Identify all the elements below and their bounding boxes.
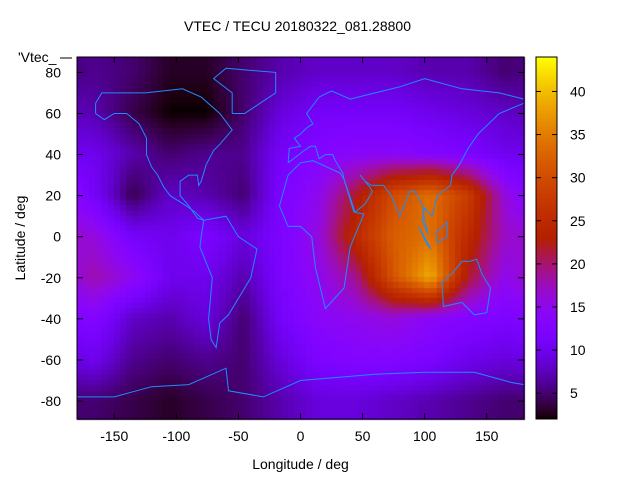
colorbar-tick-label: 5 (570, 385, 578, 401)
colorbar-tick-label: 15 (570, 299, 586, 315)
coastline (212, 67, 277, 114)
x-tick-label: 150 (475, 428, 499, 444)
x-tick-label: 0 (297, 428, 305, 444)
colorbar-tick-label: 20 (570, 256, 586, 272)
y-tick-label: 40 (45, 147, 61, 163)
y-tick-label: 60 (45, 105, 61, 121)
coastline (435, 221, 448, 244)
coastline (287, 78, 525, 163)
coastlines (77, 67, 525, 398)
y-tick-label: -20 (41, 270, 61, 286)
x-axis-label: Longitude / deg (252, 456, 349, 472)
y-tick-label: -60 (41, 352, 61, 368)
coastline (418, 226, 432, 250)
y-tick-label: 0 (53, 229, 61, 245)
coastline (95, 88, 233, 221)
colorbar-tick-label: 35 (570, 127, 586, 143)
colorbar-tick-label: 25 (570, 213, 586, 229)
colorbar-tick-label: 40 (570, 83, 586, 99)
y-tick-label: -80 (41, 393, 61, 409)
x-tick-label: -50 (228, 428, 248, 444)
y-tick-label: -40 (41, 311, 61, 327)
colorbar-frame (535, 56, 558, 420)
x-tick-label: 50 (355, 428, 371, 444)
coastline (287, 102, 525, 235)
legend-key-label: 'Vtec_ (18, 49, 57, 65)
y-tick-label: 80 (45, 64, 61, 80)
x-tick-label: 100 (413, 428, 437, 444)
y-tick-label: 20 (45, 188, 61, 204)
coastline (441, 258, 492, 316)
coastline (278, 160, 365, 310)
y-axis-label: Latitude / deg (12, 195, 28, 281)
coastline (199, 215, 258, 350)
x-tick-label: -150 (100, 428, 128, 444)
coastline (77, 367, 525, 398)
colorbar-tick-label: 10 (570, 342, 586, 358)
x-tick-label: -100 (162, 428, 190, 444)
plot-frame (76, 56, 525, 420)
chart-title: VTEC / TECU 20180322_081.28800 (183, 18, 411, 34)
colorbar-tick-label: 30 (570, 170, 586, 186)
